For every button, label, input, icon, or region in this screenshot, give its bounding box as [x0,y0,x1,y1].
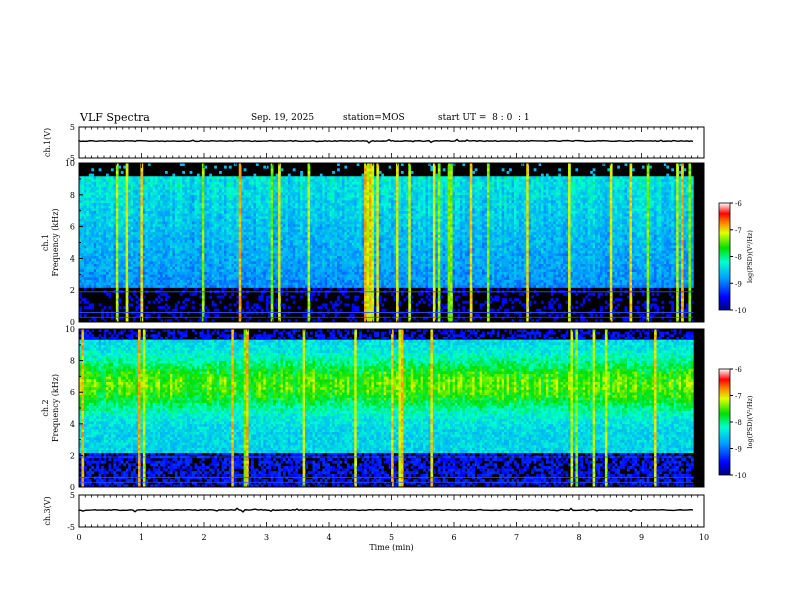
spectrogram-ch2 [79,329,704,488]
start-time-label: start UT = 8 : 0 : 1 [438,113,530,123]
colorbar-tick-label: -10 [735,472,746,480]
y-axis-label: ch.1 [41,234,50,251]
x-tick-label: 2 [201,533,206,542]
colorbar-tick-label: -6 [735,366,742,374]
x-tick-label: 6 [451,533,456,542]
y-tick-label: 6 [70,223,75,232]
y-tick-label: 2 [70,286,75,295]
date-label: Sep. 19, 2025 [251,113,314,123]
y-axis-label: ch.2 [41,399,50,416]
colorbar-tick-label: -10 [735,307,746,315]
colorbar-tick-label: -8 [735,419,742,427]
waveform-ch1 [78,138,694,144]
colorbar-tick-label: -7 [735,227,742,235]
y-tick-label: 8 [70,357,75,366]
y-tick-label: 10 [65,325,75,334]
x-tick-label: 5 [389,533,394,542]
y-tick-label: 5 [70,123,75,132]
y-tick-label: 0 [70,318,75,327]
y-tick-label: 10 [65,159,75,168]
y-tick-label: 6 [70,388,75,397]
x-tick-label: 4 [326,533,331,542]
colorbar-tick-label: -8 [735,254,742,262]
y-tick-label: 8 [70,191,75,200]
y-axis-label: ch.3(V) [43,496,52,525]
waveform-ch3 [78,507,694,513]
colorbar-label: log(PSD)(V²/Hz) [746,230,754,283]
y-tick-label: 0 [70,483,75,492]
y-axis-label: Frequency (kHz) [51,208,60,276]
x-tick-label: 10 [699,533,709,542]
colorbar-tick-label: -9 [735,446,742,454]
station-label: station=MOS [343,113,405,123]
colorbar [718,202,731,311]
colorbar-label: log(PSD)(V²/Hz) [746,395,754,448]
x-tick-label: 8 [576,533,581,542]
colorbar-tick-label: -9 [735,280,742,288]
y-tick-label: -5 [67,154,75,163]
x-axis-label: Time (min) [369,543,413,552]
y-tick-label: -5 [67,523,75,532]
colorbar-tick-label: -6 [735,200,742,208]
y-axis-label: Frequency (kHz) [51,374,60,442]
colorbar-tick-label: -7 [735,393,742,401]
x-tick-label: 1 [139,533,144,542]
colorbar [718,368,731,476]
x-tick-label: 0 [76,533,81,542]
y-tick-label: 2 [70,451,75,460]
x-tick-label: 9 [639,533,644,542]
x-tick-label: 3 [264,533,269,542]
x-tick-label: 7 [514,533,519,542]
chart-title: VLF Spectra [80,111,150,124]
y-tick-label: 5 [70,491,75,500]
y-tick-label: 4 [70,254,75,263]
y-tick-label: 4 [70,420,75,429]
y-axis-label: ch.1(V) [43,128,52,157]
spectrogram-ch1 [79,163,704,323]
